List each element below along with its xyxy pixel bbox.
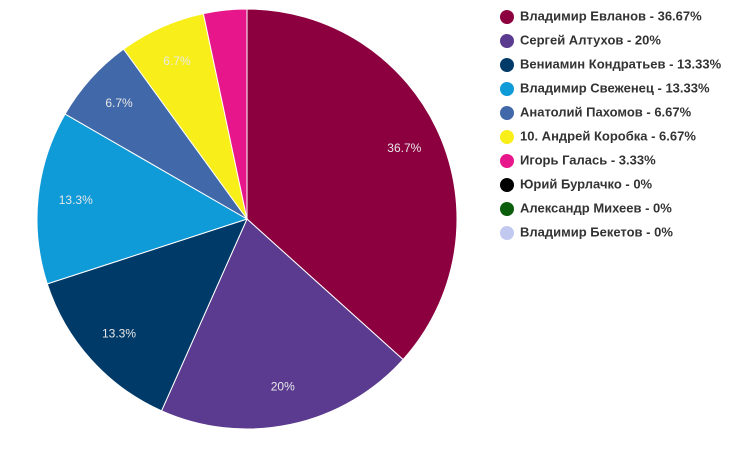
slice xyxy=(36,113,249,285)
legend-label: Александр Михеев - 0% xyxy=(520,200,672,215)
legend-marker xyxy=(500,58,514,72)
legend-marker xyxy=(500,34,514,48)
legend-label: 10. Андрей Коробка - 6.67% xyxy=(520,128,696,143)
pie: 36.7% 20% 13.3% 13.3% 6.7% 6.7% xyxy=(36,8,458,430)
legend-marker xyxy=(500,202,514,216)
slice-label: 13.3% xyxy=(102,326,136,340)
legend-marker xyxy=(500,130,514,144)
legend-marker xyxy=(500,82,514,96)
legend-label: Владимир Свеженец - 13.33% xyxy=(520,80,710,95)
legend-label: Сергей Алтухов - 20% xyxy=(520,32,661,47)
legend-label: Игорь Галась - 3.33% xyxy=(520,152,656,167)
slice-label: 6.7% xyxy=(105,96,133,110)
legend-marker xyxy=(500,226,514,240)
slice-label: 36.7% xyxy=(387,141,421,155)
legend-label: Владимир Бекетов - 0% xyxy=(520,224,673,239)
legend-label: Анатолий Пахомов - 6.67% xyxy=(520,104,692,119)
legend-marker xyxy=(500,106,514,120)
legend-marker xyxy=(500,154,514,168)
slice xyxy=(246,8,458,361)
legend-marker xyxy=(500,178,514,192)
slice-label: 6.7% xyxy=(163,54,191,68)
slice-label: 13.3% xyxy=(59,193,93,207)
slice xyxy=(160,218,404,430)
legend-marker xyxy=(500,10,514,24)
slice xyxy=(46,218,248,412)
legend-label: Юрий Бурлачко - 0% xyxy=(520,176,653,191)
legend: Владимир Евланов - 36.67% Сергей Алтухов … xyxy=(500,8,722,240)
legend-label: Владимир Евланов - 36.67% xyxy=(520,8,702,23)
slice-label: 20% xyxy=(271,380,295,394)
legend-label: Вениамин Кондратьев - 13.33% xyxy=(520,56,722,71)
